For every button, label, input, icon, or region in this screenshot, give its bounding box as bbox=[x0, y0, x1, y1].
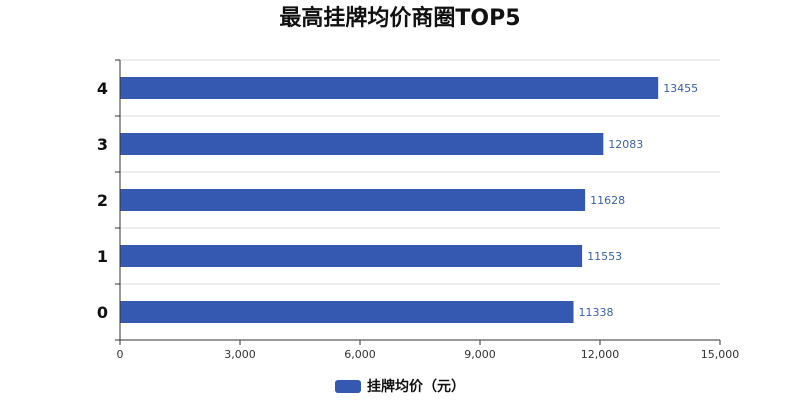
data-label: 11628 bbox=[590, 194, 625, 207]
x-tick-label: 6,000 bbox=[344, 348, 376, 361]
data-label: 12083 bbox=[608, 138, 643, 151]
data-label: 13455 bbox=[663, 82, 698, 95]
y-tick-label: 4 bbox=[97, 79, 108, 98]
data-label: 11338 bbox=[579, 306, 614, 319]
bar bbox=[120, 245, 583, 267]
bar bbox=[120, 133, 604, 155]
labels: 0 3,000 6,000 9,000 12,000 15,000 0 11338 1 11553… bbox=[97, 79, 739, 361]
data-label: 11553 bbox=[587, 250, 622, 263]
x-tick-label: 15,000 bbox=[701, 348, 740, 361]
grid-lines bbox=[120, 59, 720, 285]
chart-title: 最高挂牌均价商圈TOP5 bbox=[279, 6, 521, 31]
legend-swatch bbox=[335, 379, 361, 393]
y-tick-label: 0 bbox=[97, 303, 108, 322]
x-tick-label: 12,000 bbox=[581, 348, 620, 361]
x-tick-label: 0 bbox=[117, 348, 124, 361]
y-tick-label: 2 bbox=[97, 191, 108, 210]
bar bbox=[120, 77, 659, 99]
axes bbox=[115, 59, 721, 345]
bars bbox=[120, 77, 659, 323]
bar bbox=[120, 189, 586, 211]
legend-label: 挂牌均价（元） bbox=[367, 379, 465, 395]
x-tick-label: 9,000 bbox=[464, 348, 496, 361]
x-tick-label: 3,000 bbox=[224, 348, 256, 361]
legend[interactable]: 挂牌均价（元） bbox=[0, 376, 800, 396]
y-tick-label: 3 bbox=[97, 135, 108, 154]
bar bbox=[120, 301, 574, 323]
y-tick-label: 1 bbox=[97, 247, 108, 266]
